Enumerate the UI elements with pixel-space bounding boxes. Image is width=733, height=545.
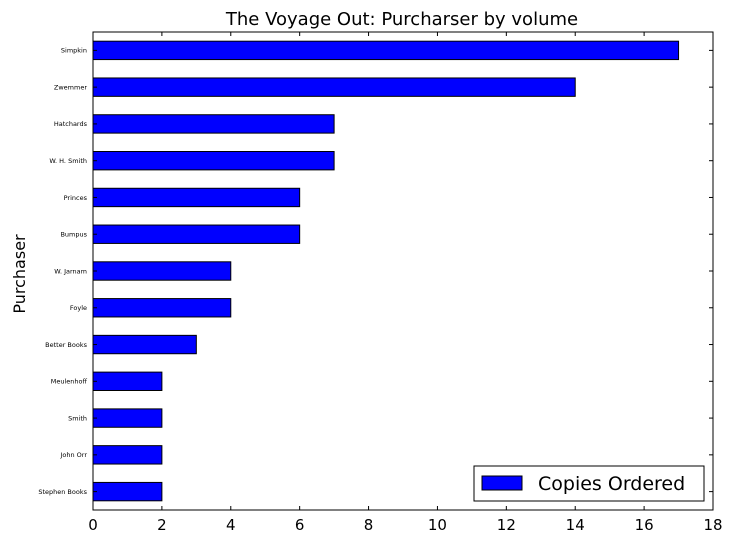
y-tick-label: Simpkin — [61, 47, 87, 55]
bar — [92, 408, 163, 428]
legend-label: Copies Ordered — [538, 473, 685, 495]
y-ticks-group: Simpkin Zwemmer Hatchards W. H. Smith Prince… — [38, 47, 713, 496]
bar — [92, 261, 232, 281]
x-tick-label: 16 — [635, 516, 654, 534]
bar — [92, 187, 301, 208]
bars-group — [92, 40, 680, 502]
y-tick-label: Meulenhoff — [51, 378, 88, 386]
legend-swatch — [481, 475, 523, 491]
x-tick-label: 12 — [497, 516, 516, 534]
bar — [92, 40, 680, 61]
x-tick-label: 18 — [703, 516, 722, 534]
x-tick-label: 10 — [428, 516, 447, 534]
y-tick-label: Hatchards — [54, 120, 88, 128]
bar — [92, 77, 576, 97]
x-tick-label: 2 — [157, 516, 167, 534]
plot-frame — [92, 31, 714, 511]
bar — [92, 481, 163, 502]
y-tick-label: Princes — [64, 194, 88, 202]
y-tick-label: Bumpus — [60, 231, 87, 239]
y-tick-label: John Orr — [59, 451, 87, 459]
legend: Copies Ordered — [473, 465, 705, 502]
y-tick-label: Foyle — [70, 304, 87, 312]
chart-title: The Voyage Out: Purcharser by volume — [225, 9, 578, 30]
y-tick-label: Stephen Books — [38, 488, 87, 496]
y-tick-label: W. Jarnam — [54, 267, 87, 275]
x-tick-label: 6 — [295, 516, 305, 534]
y-tick-label: W. H. Smith — [49, 157, 87, 165]
bar — [92, 151, 335, 171]
bar — [92, 298, 232, 318]
y-tick-label: Smith — [68, 414, 87, 422]
x-tick-label: 8 — [364, 516, 374, 534]
y-axis-label: Purchaser — [10, 234, 29, 314]
bar — [92, 445, 163, 465]
bar — [92, 224, 301, 244]
x-tick-label: 0 — [88, 516, 98, 534]
y-tick-label: Zwemmer — [54, 83, 87, 91]
bar — [92, 334, 197, 355]
bar — [92, 114, 335, 134]
x-tick-label: 14 — [566, 516, 585, 534]
bar — [92, 371, 163, 392]
x-ticks-group: 0 2 4 6 8 10 12 14 16 18 — [88, 32, 723, 534]
x-tick-label: 4 — [226, 516, 236, 534]
y-tick-label: Better Books — [45, 341, 87, 349]
